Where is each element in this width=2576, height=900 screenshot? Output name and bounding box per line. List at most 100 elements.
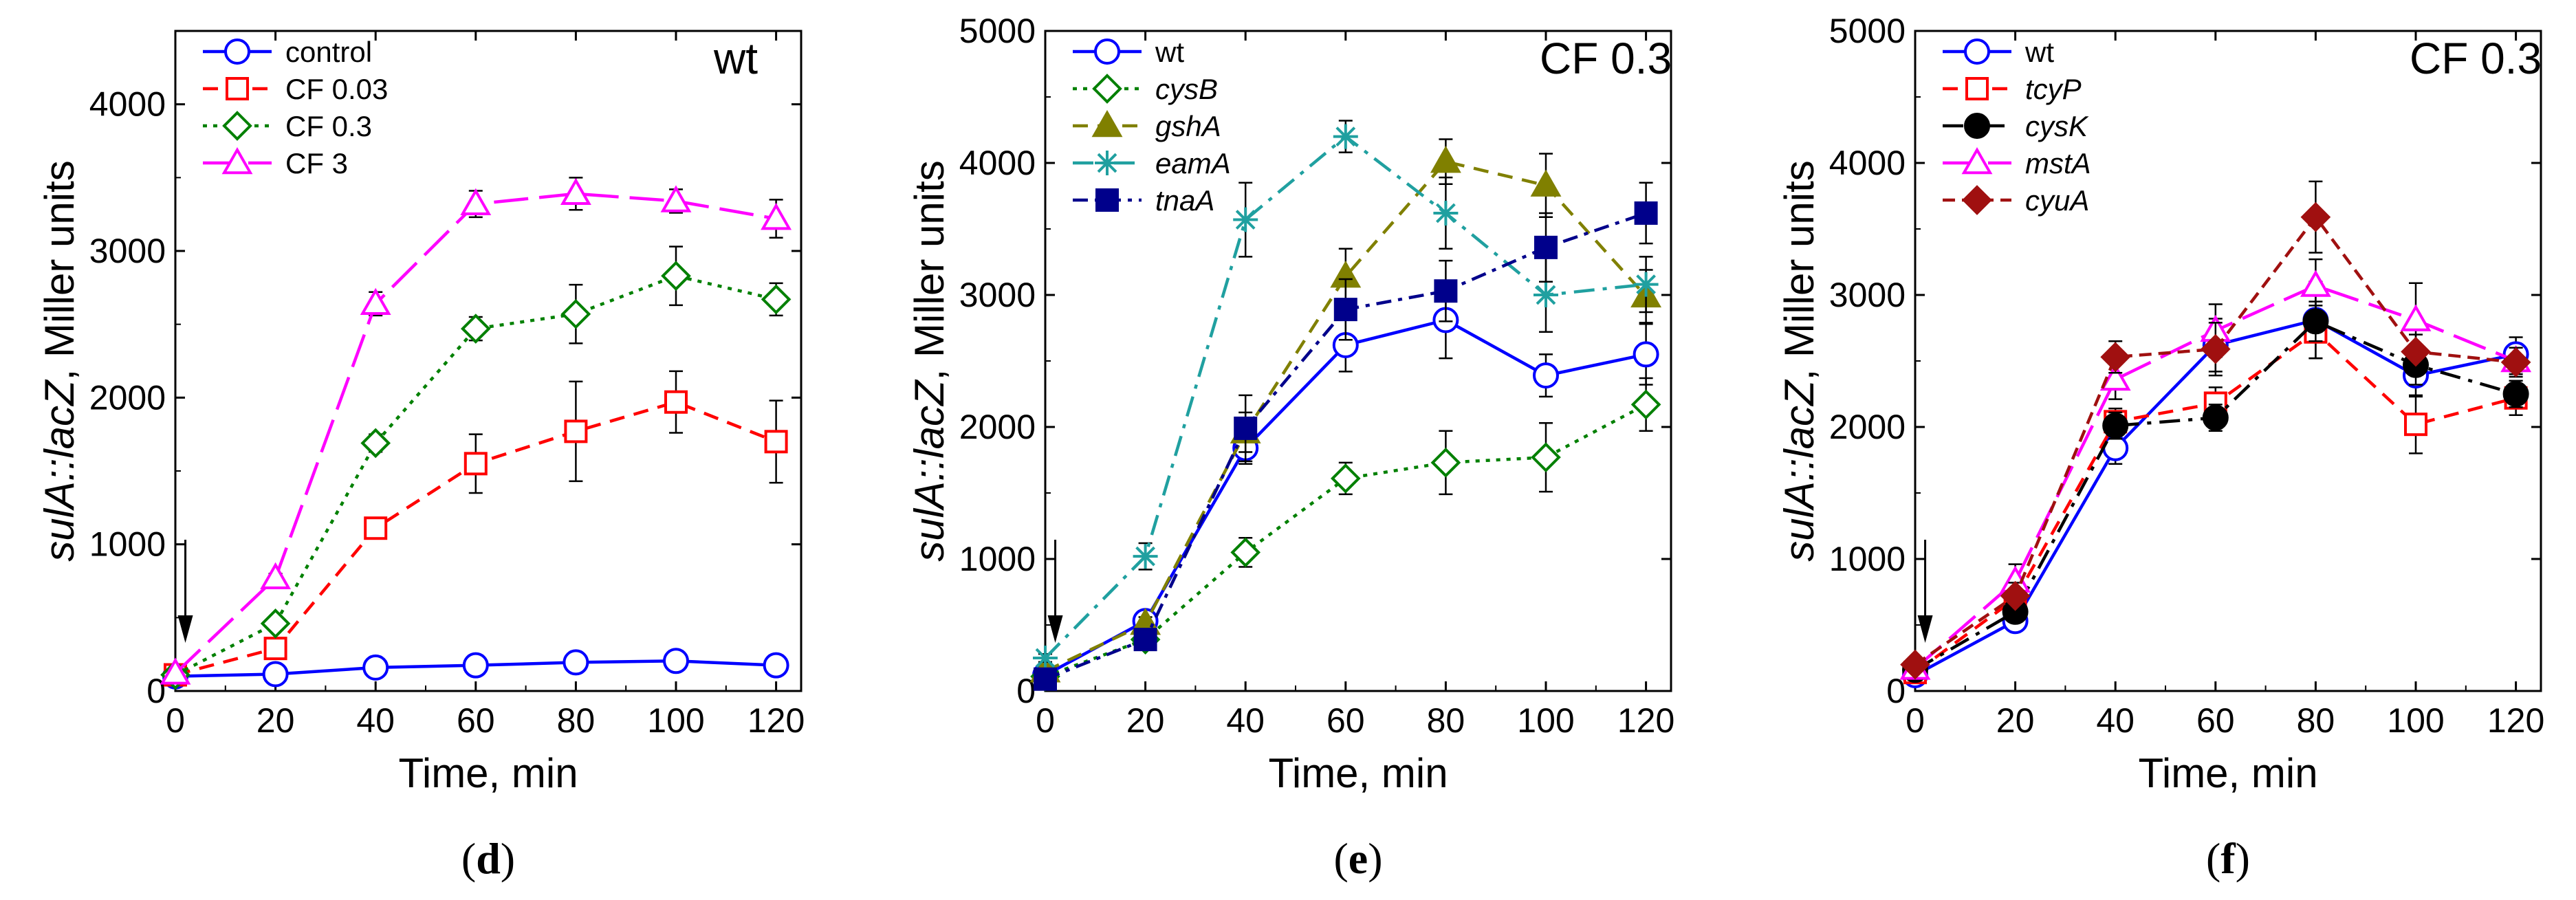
data-point — [2300, 270, 2331, 297]
legend: control CF 0.03 CF 0.3 CF 3 — [203, 36, 388, 179]
panel-letter: (e) — [1333, 834, 1382, 883]
legend-label: tnaA — [1155, 184, 1214, 217]
x-tick-label: 60 — [1327, 701, 1365, 740]
legend-marker — [1091, 109, 1123, 138]
data-point — [160, 657, 191, 685]
legend-marker — [1962, 185, 1992, 215]
legend-label: gshA — [1155, 110, 1221, 142]
panel-letter-paren: ( — [1333, 834, 1348, 883]
data-point — [462, 652, 489, 679]
x-tick-label: 40 — [1226, 701, 1265, 740]
series-CF-3 — [160, 177, 792, 685]
data-point — [563, 649, 589, 676]
data-point — [1633, 341, 1659, 368]
data-point — [2502, 381, 2529, 407]
data-point — [1034, 667, 1057, 691]
panel-letter-text: e — [1349, 834, 1368, 883]
data-point — [260, 562, 292, 589]
panel-e: 0 20 40 60 80 100 120010002000300040005000Time… — [906, 12, 1674, 883]
x-tick-label: 20 — [1996, 701, 2035, 740]
y-axis-label: sulA::lacZ, Miller units — [906, 160, 952, 562]
data-point — [564, 419, 588, 443]
data-point — [1533, 362, 1559, 389]
data-point — [2302, 308, 2329, 335]
legend-marker — [226, 77, 249, 100]
x-tick-label: 40 — [356, 701, 395, 740]
legend-label: eamA — [1155, 147, 1231, 179]
panel-letter-paren: ) — [501, 834, 515, 883]
legend: wt cysB gshA eamA tnaA — [1073, 36, 1231, 217]
data-point — [2000, 580, 2031, 611]
y-tick-label: 2000 — [89, 378, 166, 417]
y-tick-label: 2000 — [1829, 408, 1906, 446]
data-point — [761, 284, 792, 315]
data-point — [262, 661, 289, 688]
x-tick-label: 20 — [1126, 701, 1165, 740]
data-point — [663, 648, 689, 674]
addition-arrow-head — [177, 615, 193, 643]
data-point — [463, 452, 488, 476]
legend-marker — [224, 39, 250, 65]
data-point — [2400, 304, 2432, 331]
x-axis-label: Time, min — [2138, 750, 2317, 796]
data-point — [1533, 283, 1558, 307]
data-point — [1434, 279, 1458, 303]
legend-label: CF 0.03 — [285, 73, 388, 105]
legend-label: wt — [2024, 36, 2054, 68]
data-point — [1531, 442, 1561, 472]
y-axis-label-units: , Miller units — [1776, 160, 1822, 380]
x-tick-label: 120 — [1617, 701, 1674, 740]
x-tick-label: 100 — [1517, 701, 1574, 740]
legend-marker — [1092, 74, 1122, 104]
data-point — [360, 287, 391, 316]
x-tick-label: 0 — [1036, 701, 1055, 740]
data-point — [560, 177, 591, 206]
data-point — [1233, 207, 1258, 232]
series-gshA — [1029, 138, 1662, 683]
legend-marker — [222, 111, 252, 141]
y-tick-label: 1000 — [89, 525, 166, 564]
legend-marker — [1094, 39, 1120, 65]
legend-marker — [1965, 77, 1989, 100]
panel-letter: (f) — [2206, 834, 2250, 883]
legend-label: cyuA — [2025, 184, 2089, 217]
data-point — [1330, 463, 1361, 494]
x-tick-label: 100 — [2387, 701, 2444, 740]
data-point — [560, 298, 591, 329]
data-point — [2200, 333, 2231, 364]
plot-frame — [1044, 30, 1672, 692]
y-axis-label-gene: sulA::lacZ — [906, 379, 952, 562]
panel-letter-paren: ( — [2206, 834, 2220, 883]
y-tick-label: 3000 — [1829, 276, 1906, 314]
data-point — [1530, 169, 1562, 197]
data-point — [1033, 646, 1058, 670]
y-tick-label: 5000 — [1829, 12, 1906, 50]
panel-title: wt — [713, 34, 758, 83]
y-axis-label-units: , Miller units — [906, 160, 952, 380]
panel-title: CF 0.3 — [1540, 34, 1672, 83]
legend-label: mstA — [2025, 147, 2091, 179]
data-point — [1534, 235, 1558, 259]
legend-marker — [1095, 151, 1120, 175]
legend-marker — [221, 146, 253, 175]
legend-label: CF 3 — [285, 147, 348, 179]
x-tick-label: 0 — [1906, 701, 1925, 740]
y-tick-label: 3000 — [959, 276, 1036, 314]
panel-letter-paren: ) — [2236, 834, 2250, 883]
legend-marker — [1964, 39, 1990, 65]
data-point — [360, 428, 391, 459]
data-point — [761, 203, 792, 230]
data-point — [1133, 544, 1158, 569]
legend-marker — [1964, 113, 1990, 139]
y-tick-label: 2000 — [959, 408, 1036, 446]
legend-marker — [1095, 188, 1119, 212]
data-point — [1234, 416, 1258, 440]
data-point — [661, 261, 691, 292]
data-point — [2202, 404, 2229, 431]
panel-letter-paren: ) — [1368, 834, 1382, 883]
data-point — [460, 188, 492, 215]
data-point — [1633, 272, 1659, 297]
data-point — [2401, 336, 2431, 367]
data-point — [460, 314, 491, 344]
data-point — [763, 652, 789, 679]
